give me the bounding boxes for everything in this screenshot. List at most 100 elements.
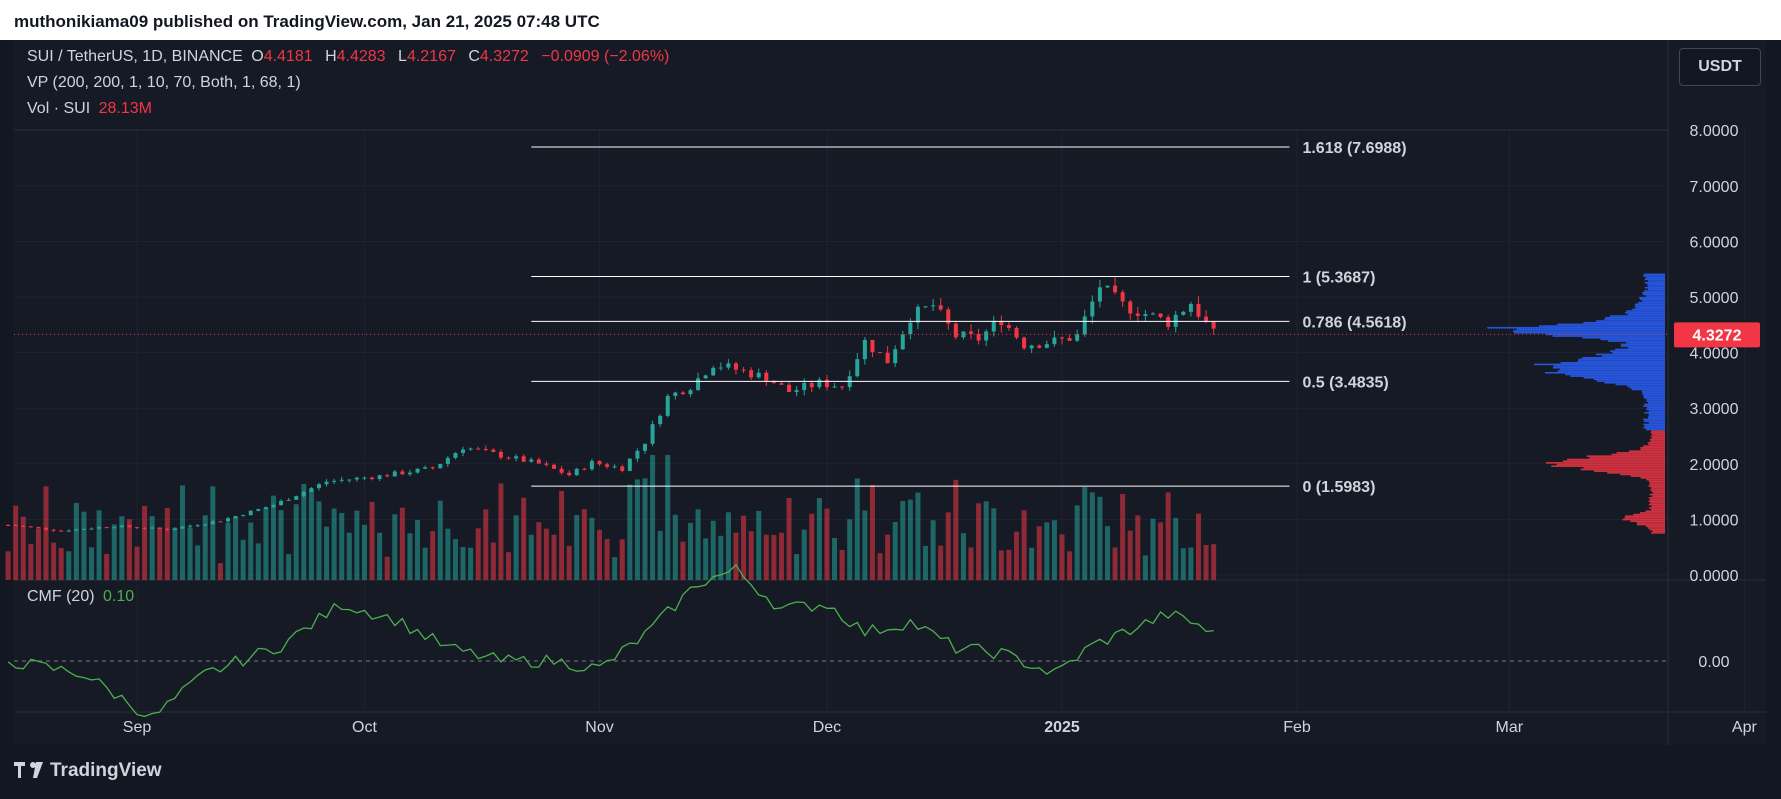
vp-bar bbox=[1635, 306, 1665, 309]
vp-bar bbox=[1643, 427, 1665, 429]
vp-bar bbox=[1633, 513, 1665, 516]
symbol-legend[interactable]: SUI / TetherUS, 1D, BINANCE O4.4181 H4.4… bbox=[27, 48, 673, 66]
candle-body bbox=[1120, 292, 1125, 302]
candle-body bbox=[81, 528, 86, 530]
vp-bar bbox=[1644, 281, 1665, 284]
vp-bar bbox=[1646, 400, 1665, 402]
candle-body bbox=[900, 334, 905, 350]
vp-bar bbox=[1642, 291, 1665, 294]
vp-bar bbox=[1643, 445, 1665, 447]
volume-bar bbox=[377, 532, 383, 580]
volume-bar bbox=[1067, 551, 1073, 580]
candle-body bbox=[263, 507, 268, 509]
volume-bar bbox=[725, 512, 731, 580]
volume-bar bbox=[1127, 530, 1133, 580]
candle-body bbox=[953, 323, 958, 338]
close-label: C bbox=[468, 48, 480, 65]
vp-bar bbox=[1643, 418, 1665, 421]
currency-button[interactable]: USDT bbox=[1679, 48, 1761, 86]
vp-bar bbox=[1644, 286, 1665, 289]
candle-body bbox=[749, 370, 754, 378]
vp-bar bbox=[1632, 308, 1665, 311]
candle-body bbox=[612, 466, 617, 468]
vp-legend[interactable]: VP (200, 200, 1, 10, 70, Both, 1, 68, 1) bbox=[27, 74, 301, 91]
vp-bar bbox=[1647, 417, 1665, 419]
volume-bar bbox=[885, 534, 891, 580]
volume-bar bbox=[384, 556, 390, 580]
vp-bar bbox=[1539, 325, 1665, 327]
candle-body bbox=[862, 339, 867, 360]
vp-bar bbox=[1630, 475, 1665, 477]
vp-bar bbox=[1648, 413, 1665, 416]
vp-bar bbox=[1552, 366, 1665, 369]
vp-bar bbox=[1649, 528, 1665, 531]
volume-legend[interactable]: Vol · SUI 28.13M bbox=[27, 100, 156, 118]
close-value: 4.3272 bbox=[479, 48, 529, 65]
cmf-legend[interactable]: CMF (20) 0.10 bbox=[27, 588, 138, 606]
candle-body bbox=[36, 526, 41, 528]
volume-bar bbox=[1195, 513, 1201, 580]
candle-body bbox=[180, 526, 185, 529]
vp-bar bbox=[1651, 508, 1665, 511]
volume-bar bbox=[816, 498, 822, 580]
vp-bar bbox=[1636, 522, 1665, 524]
vp-bar bbox=[1649, 482, 1665, 484]
vp-bar bbox=[1513, 330, 1665, 332]
volume-bar bbox=[847, 519, 853, 580]
volume-bar bbox=[892, 522, 898, 580]
volume-bar bbox=[308, 489, 314, 580]
candle-body bbox=[893, 349, 898, 364]
candle-body bbox=[1135, 313, 1140, 316]
candle-body bbox=[66, 530, 71, 532]
vp-bar bbox=[1634, 305, 1665, 307]
tradingview-brand[interactable]: TradingView bbox=[14, 760, 162, 782]
tradingview-logo-icon bbox=[14, 762, 43, 778]
volume-bar bbox=[551, 534, 557, 580]
volume-bar bbox=[1044, 522, 1050, 580]
candle-body bbox=[605, 464, 610, 467]
vp-bar bbox=[1556, 463, 1665, 466]
volume-bar bbox=[415, 519, 421, 580]
volume-bar bbox=[672, 514, 678, 580]
candle-body bbox=[1204, 316, 1209, 322]
vp-bar bbox=[1647, 407, 1665, 409]
volume-bar bbox=[399, 507, 405, 580]
candle-body bbox=[741, 369, 746, 371]
candle-body bbox=[324, 481, 329, 485]
candle-body bbox=[400, 471, 405, 475]
candle-body bbox=[1188, 303, 1193, 312]
vp-bar bbox=[1643, 275, 1665, 277]
volume-bar bbox=[574, 515, 580, 580]
volume-bar bbox=[452, 538, 458, 580]
volume-bar bbox=[1158, 522, 1164, 580]
candle-body bbox=[415, 468, 420, 473]
chart-panel[interactable] bbox=[14, 40, 1766, 745]
candle-body bbox=[491, 449, 496, 452]
vp-bar bbox=[1644, 278, 1665, 281]
volume-bar bbox=[217, 563, 223, 580]
candle-body bbox=[286, 499, 291, 501]
candle-body bbox=[203, 524, 208, 526]
vp-bar bbox=[1644, 425, 1665, 427]
volume-bar bbox=[13, 505, 19, 580]
vp-bar bbox=[1610, 350, 1665, 352]
candle-body bbox=[1075, 334, 1080, 341]
vp-bar bbox=[1601, 355, 1665, 357]
candle-body bbox=[529, 459, 534, 462]
vp-bar bbox=[1628, 346, 1665, 349]
volume-bar bbox=[1089, 492, 1095, 580]
volume-bar bbox=[66, 551, 72, 580]
volume-bar bbox=[778, 532, 784, 580]
vp-bar bbox=[1640, 477, 1665, 479]
publish-info: muthonikiama09 published on TradingView.… bbox=[14, 12, 600, 31]
volume-bar bbox=[1188, 547, 1194, 580]
vp-bar bbox=[1615, 348, 1665, 351]
volume-bar bbox=[301, 483, 307, 580]
volume-bar bbox=[634, 479, 640, 580]
cmf-line bbox=[7, 563, 1214, 718]
vp-bar bbox=[1616, 452, 1665, 454]
candle-body bbox=[97, 527, 102, 529]
volume-bar bbox=[278, 510, 284, 580]
candle-body bbox=[256, 508, 261, 511]
